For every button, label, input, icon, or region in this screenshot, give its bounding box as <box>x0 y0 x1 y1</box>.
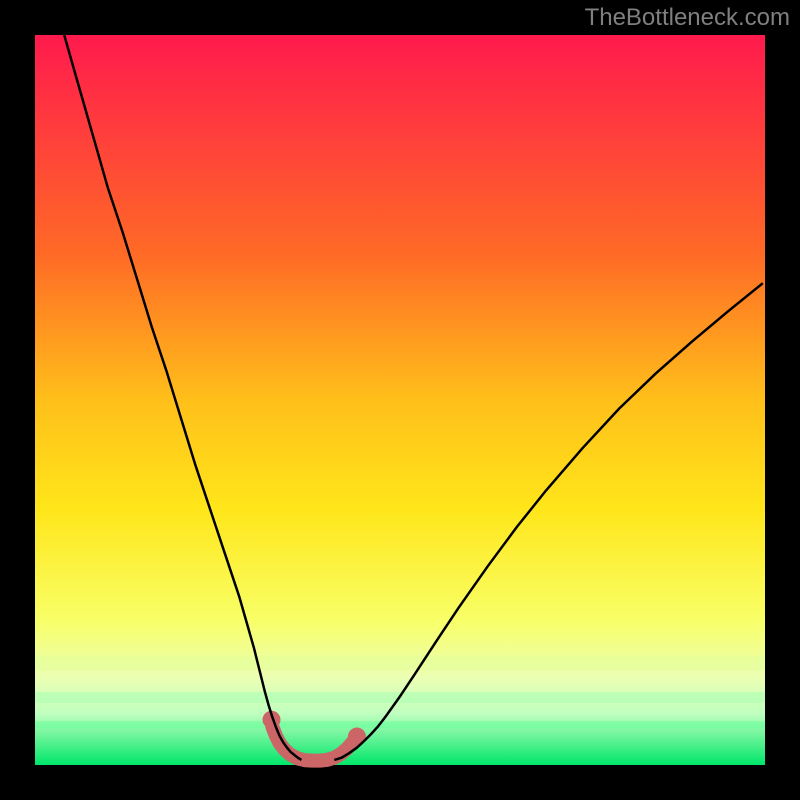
gradient-stripe <box>35 656 765 671</box>
chart-svg <box>0 0 800 800</box>
gradient-stripe <box>35 721 765 728</box>
watermark-text: TheBottleneck.com <box>585 4 790 32</box>
chart-canvas: TheBottleneck.com <box>0 0 800 800</box>
